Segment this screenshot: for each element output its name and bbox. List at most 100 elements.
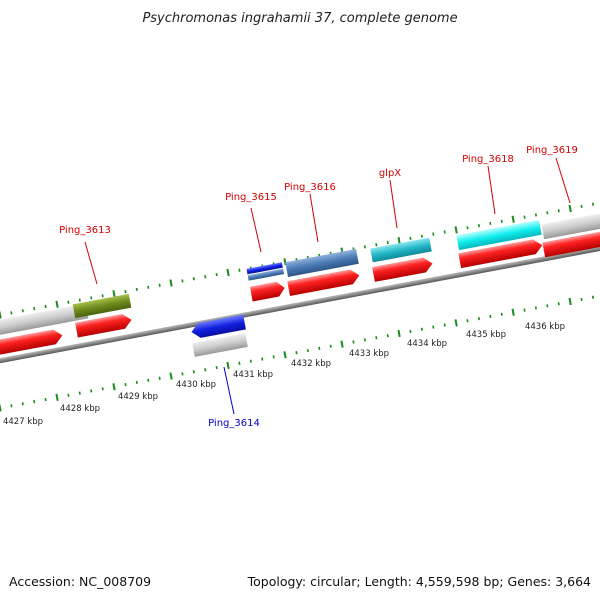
minor-tick: [443, 230, 446, 234]
minor-tick: [546, 304, 549, 308]
ruler-label: 4435 kbp: [466, 330, 506, 340]
major-tick: [169, 279, 173, 287]
connector-ping-3613: [84, 241, 98, 285]
connector-ping-3619: [555, 157, 571, 204]
minor-tick: [78, 298, 81, 302]
minor-tick: [181, 279, 184, 283]
major-tick: [454, 226, 458, 234]
minor-tick: [204, 275, 207, 279]
topology-text: Topology: circular; Length: 4,559,598 bp…: [247, 574, 591, 589]
minor-tick: [466, 226, 469, 230]
gene-block-ping-3618[interactable]: [456, 219, 542, 251]
minor-tick: [249, 359, 252, 363]
gene-block-ping-3619[interactable]: [541, 208, 600, 240]
major-tick: [112, 383, 116, 391]
gene-block-ping-3613[interactable]: [72, 293, 132, 319]
ruler-label: 4436 kbp: [525, 322, 565, 332]
major-tick: [283, 351, 287, 359]
minor-tick: [306, 348, 309, 353]
minor-tick: [192, 370, 195, 374]
minor-tick: [591, 295, 594, 299]
minor-tick: [432, 232, 435, 236]
major-tick: [511, 215, 515, 223]
connector-ping-3616: [309, 193, 319, 243]
minor-tick: [580, 297, 583, 302]
cds-arrow-glpx[interactable]: [372, 256, 434, 282]
cds-arrow-ping-3618[interactable]: [458, 238, 543, 269]
major-tick: [112, 290, 116, 298]
minor-tick: [101, 294, 104, 298]
minor-tick: [90, 296, 93, 300]
gene-block-glpx[interactable]: [370, 237, 432, 263]
minor-tick: [124, 382, 127, 387]
minor-tick: [489, 314, 492, 319]
minor-tick: [158, 283, 161, 287]
gene-label-ping-3613[interactable]: Ping_3613: [59, 225, 111, 236]
minor-tick: [352, 340, 355, 344]
ruler-label: 4429 kbp: [118, 392, 158, 402]
minor-tick: [147, 285, 150, 289]
gene-label-ping-3616[interactable]: Ping_3616: [284, 182, 336, 193]
minor-tick: [135, 380, 138, 385]
minor-tick: [135, 287, 138, 292]
gene-label-ping-3618[interactable]: Ping_3618: [462, 154, 514, 165]
minor-tick: [67, 300, 70, 304]
gene-label-glpx[interactable]: glpX: [379, 168, 401, 179]
ruler-label: 4430 kbp: [176, 380, 216, 390]
gene-label-ping-3619[interactable]: Ping_3619: [526, 145, 578, 156]
connector-ping-3615: [250, 207, 262, 253]
minor-tick: [534, 213, 537, 217]
minor-tick: [557, 209, 560, 213]
cds-arrow-ping-3619[interactable]: [542, 226, 600, 258]
minor-tick: [78, 391, 81, 395]
genome-backbone: [0, 237, 600, 372]
cds-arrow-ping-3615[interactable]: [249, 281, 286, 302]
ruler-label: 4427 kbp: [3, 417, 43, 427]
ruler-labels: 4427 kbp 4428 kbp 4429 kbp 4430 kbp 4431…: [3, 322, 565, 427]
minor-tick: [420, 327, 423, 331]
major-tick: [0, 311, 2, 319]
minor-tick: [329, 344, 332, 348]
minor-tick: [124, 289, 127, 294]
minor-tick: [420, 234, 423, 238]
minor-tick: [409, 236, 412, 240]
gene-labels: Ping_3613 Ping_3614 Ping_3615 Ping_3616 …: [59, 145, 578, 429]
minor-tick: [215, 272, 218, 277]
major-tick: [226, 268, 230, 277]
minor-tick: [318, 346, 321, 351]
gene-label-ping-3614[interactable]: Ping_3614: [208, 418, 260, 429]
minor-tick: [21, 309, 24, 313]
minor-tick: [21, 402, 24, 406]
minor-tick: [363, 338, 366, 342]
ruler-label: 4428 kbp: [60, 404, 100, 414]
major-tick: [511, 308, 515, 316]
major-tick: [55, 300, 59, 308]
position-ruler-tick-track: [0, 295, 594, 412]
cds-arrow-left-edge[interactable]: [0, 328, 64, 361]
map-title: Psychromonas ingrahamii 37, complete gen…: [142, 11, 457, 26]
minor-tick: [477, 223, 480, 228]
gene-block-ping-3614[interactable]: [192, 333, 248, 357]
major-tick: [397, 329, 401, 338]
minor-tick: [204, 368, 207, 372]
gene-block-left-edge[interactable]: [0, 303, 89, 341]
major-tick: [568, 297, 572, 306]
gene-block-ping-3615[interactable]: [246, 262, 285, 281]
minor-tick: [386, 334, 389, 338]
minor-tick: [489, 221, 492, 226]
gene-label-connectors: [84, 157, 571, 415]
minor-tick: [546, 211, 549, 215]
minor-tick: [295, 351, 298, 355]
cds-arrow-ping-3616[interactable]: [287, 268, 361, 296]
minor-tick: [580, 204, 583, 209]
gene-block-ping-3616[interactable]: [285, 249, 359, 277]
cds-arrow-ping-3614[interactable]: [190, 314, 246, 340]
cds-arrow-ping-3613[interactable]: [75, 312, 133, 338]
minor-tick: [363, 245, 366, 249]
minor-tick: [523, 308, 526, 312]
minor-tick: [238, 361, 241, 365]
ruler-label: 4432 kbp: [291, 359, 331, 369]
gene-label-ping-3615[interactable]: Ping_3615: [225, 192, 277, 203]
minor-tick: [90, 389, 93, 393]
